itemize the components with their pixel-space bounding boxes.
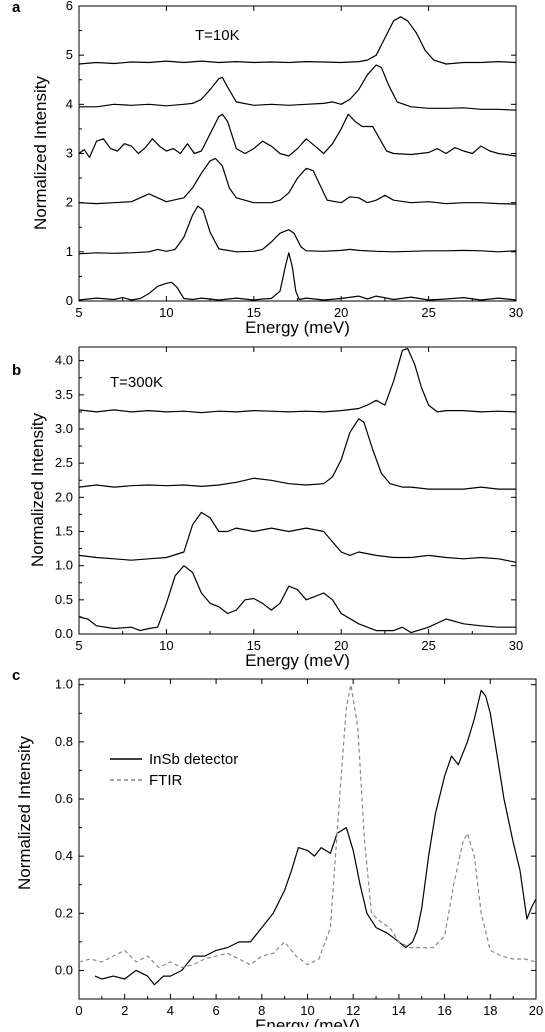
panel-b-y-tick-label: 3.5: [55, 387, 73, 402]
panel-a-series-trace-3: [78, 113, 517, 158]
panel-c-y-tick-label: 0.6: [55, 791, 73, 806]
panel-c-y-tick-label: 0.8: [55, 734, 73, 749]
panel-a-y-tick-label: 2: [66, 195, 73, 210]
panel-c-x-tick-label: 10: [300, 1003, 314, 1018]
panel-c-y-tick-label: 0.0: [55, 962, 73, 977]
panel-c-x-tick-label: 16: [437, 1003, 451, 1018]
panel-a-y-axis-title: Normalized Intensity: [31, 76, 50, 231]
panel-a-series-trace-5: [78, 16, 517, 65]
panel-b-x-tick-label: 20: [334, 638, 348, 653]
panel-a-y-tick-label: 5: [66, 47, 73, 62]
panel-b-x-tick-label: 5: [75, 638, 82, 653]
panel-c-x-tick-label: 4: [167, 1003, 174, 1018]
panel-a-letter: a: [12, 0, 21, 16]
panel-a-x-tick-label: 25: [421, 305, 435, 320]
panel-c-y-tick-label: 1.0: [55, 677, 73, 692]
panel-a-x-tick-label: 15: [247, 305, 261, 320]
panel-c-x-tick-label: 18: [483, 1003, 497, 1018]
panel-b-series-trace-1: [78, 511, 517, 563]
panel-a-x-tick-label: 5: [75, 305, 82, 320]
panel-a-y-tick-label: 6: [66, 0, 73, 13]
panel-c-frame: [78, 678, 537, 1000]
panel-c-x-tick-label: 14: [392, 1003, 406, 1018]
panel-c-series-ftir: [78, 684, 537, 969]
panel-b-x-tick-label: 30: [509, 638, 523, 653]
panel-b-y-axis-title: Normalized Intensity: [28, 413, 47, 568]
panel-b-y-tick-label: 2.5: [55, 455, 73, 470]
panel-b-y-tick-label: 1.0: [55, 558, 73, 573]
panel-c-legend-label: InSb detector: [149, 751, 238, 768]
panel-c-x-tick-label: 12: [346, 1003, 360, 1018]
panel-c-x-tick-label: 0: [75, 1003, 82, 1018]
panel-b-y-tick-label: 3.0: [55, 421, 73, 436]
panel-a-series-trace-2: [78, 157, 517, 205]
panel-b-y-tick-label: 0.0: [55, 626, 73, 641]
panel-b-letter: b: [12, 362, 21, 379]
panel-a-y-tick-label: 4: [66, 96, 73, 111]
panel-b-y-tick-label: 0.5: [55, 592, 73, 607]
panel-c-legend-label: FTIR: [149, 772, 182, 789]
panel-c-y-tick-label: 0.4: [55, 848, 73, 863]
panel-a-series-trace-0: [78, 252, 517, 301]
panel-b-series-trace-0: [78, 565, 516, 634]
panel-a-x-axis-title: Energy (meV): [245, 318, 350, 337]
panel-c-series-insb-detector: [94, 689, 537, 986]
panel-b-x-tick-label: 10: [159, 638, 173, 653]
panel-a-series-trace-4: [79, 64, 517, 111]
panel-b-y-tick-label: 4.0: [55, 353, 73, 368]
panel-c-x-tick-label: 20: [529, 1003, 543, 1018]
panel-a-series-trace-1: [78, 205, 517, 255]
panel-b-series-trace-2: [78, 418, 516, 490]
panel-c-y-axis-title: Normalized Intensity: [15, 736, 34, 891]
panel-a-x-tick-label: 30: [509, 305, 523, 320]
panel-b-series-trace-3: [78, 347, 517, 414]
panel-c-x-tick-label: 8: [258, 1003, 265, 1018]
panel-b-x-tick-label: 15: [247, 638, 261, 653]
panel-c-x-tick-label: 2: [121, 1003, 128, 1018]
panel-c-x-tick-label: 6: [212, 1003, 219, 1018]
panel-b-y-tick-label: 2.0: [55, 489, 73, 504]
panel-b-x-tick-label: 25: [421, 638, 435, 653]
panel-a-x-tick-label: 10: [159, 305, 173, 320]
panel-c-x-axis-title: Energy (meV): [255, 1016, 360, 1027]
panel-a-y-tick-label: 0: [66, 293, 73, 308]
panel-a-x-tick-label: 20: [334, 305, 348, 320]
panel-a-y-tick-label: 1: [66, 244, 73, 259]
panel-c-letter: c: [12, 667, 20, 684]
panel-b-y-tick-label: 1.5: [55, 524, 73, 539]
panel-a-y-tick-label: 3: [66, 146, 73, 161]
panel-c-y-tick-label: 0.2: [55, 905, 73, 920]
panel-a-annotation: T=10K: [195, 27, 240, 44]
panel-b-x-axis-title: Energy (meV): [245, 651, 350, 670]
panel-a-frame: [78, 5, 517, 302]
panel-b-annotation: T=300K: [110, 374, 163, 391]
